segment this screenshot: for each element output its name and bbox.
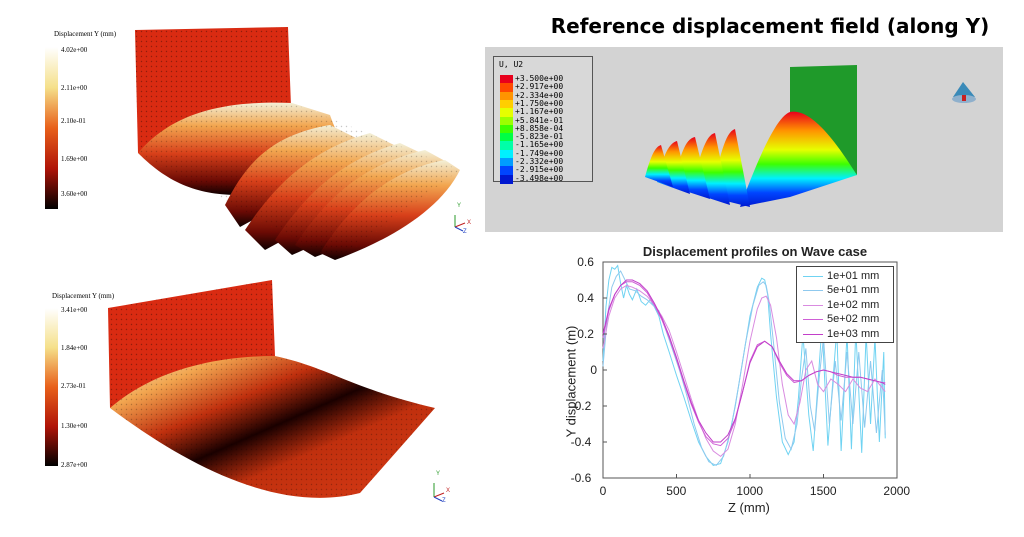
legend-label: 5e+01 mm	[827, 284, 880, 297]
abaqus-legend-value: +3.500e+00	[515, 74, 564, 83]
colorbar-tick: 2.73e-01	[61, 382, 86, 390]
legend-label: 1e+02 mm	[827, 298, 880, 311]
abaqus-wave-1	[740, 111, 857, 207]
x-tick-label: 1500	[809, 484, 837, 498]
colorbar-tick: 3.60e+00	[61, 190, 88, 198]
abaqus-legend-value: +2.334e+00	[515, 90, 564, 100]
y-tick-label: 0.4	[577, 291, 594, 305]
bottom-left-surface-plot	[45, 280, 445, 502]
top-left-3d-view: Displacement Y (mm) 4.02e+00 2.11e+00 2.…	[30, 15, 480, 261]
view-triad-widget[interactable]	[952, 82, 976, 103]
legend-entry: 5e+01 mm	[797, 283, 893, 297]
bottom-left-3d-view: Displacement Y (mm) 3.41e+00 1.84e+00 2.…	[30, 278, 480, 523]
legend-swatch	[803, 333, 823, 335]
abaqus-legend-value: -1.165e+00	[515, 140, 564, 150]
colorbar-tick: 2.87e+00	[61, 461, 88, 469]
chart-legend: 1e+01 mm 5e+01 mm 1e+02 mm 5e+02 mm 1e+03 mm	[796, 266, 894, 343]
abaqus-legend-swatch	[500, 133, 513, 143]
legend-swatch	[803, 290, 823, 292]
abaqus-legend-value: +1.750e+00	[515, 98, 564, 108]
abaqus-contour-plot	[645, 65, 976, 207]
triad-label-x: X	[467, 220, 472, 226]
series-line-2	[602, 284, 886, 458]
abaqus-legend-swatch	[500, 108, 513, 118]
abaqus-legend-value: -3.498e+00	[515, 173, 564, 183]
abaqus-legend-swatch	[500, 83, 513, 93]
colorbar-tick: 1.69e+00	[61, 155, 88, 163]
abaqus-legend-value: +1.167e+00	[515, 107, 564, 117]
legend-label: 5e+02 mm	[827, 313, 880, 326]
colorbar-title: Displacement Y (mm)	[54, 30, 117, 38]
x-axis-label: Z (mm)	[728, 500, 770, 515]
y-tick-label: -0.6	[570, 471, 592, 485]
abaqus-legend-title: U, U2	[499, 60, 524, 69]
colorbar-tick: 4.02e+00	[61, 46, 88, 54]
page-title: Reference displacement field (along Y)	[550, 14, 990, 38]
x-tick-label: 0	[599, 484, 607, 498]
axis-triad	[454, 215, 466, 232]
legend-entry: 5e+02 mm	[797, 312, 893, 326]
abaqus-legend-swatch	[500, 124, 513, 134]
colorbar-tick: 3.41e+00	[61, 306, 88, 314]
abaqus-ridge	[645, 145, 673, 187]
top-left-surface-plot	[45, 27, 466, 261]
legend-swatch	[803, 276, 823, 277]
abaqus-legend-value: -1.749e+00	[515, 148, 564, 158]
triad-label-z: Z	[442, 498, 446, 504]
colorbar-tick: 2.11e+00	[61, 84, 88, 92]
legend-swatch	[803, 304, 823, 306]
y-axis-label: Y displacement (m)	[563, 325, 579, 438]
x-tick-label: 2000	[883, 484, 911, 498]
triad-label-z: Z	[463, 229, 467, 235]
y-tick-label: -0.4	[570, 435, 592, 449]
colorbar	[45, 308, 58, 466]
abaqus-legend-value: -5.823e-01	[515, 132, 564, 142]
abaqus-legend-swatch	[500, 174, 513, 184]
abaqus-legend-value: +8.858e-04	[515, 123, 564, 133]
abaqus-legend-swatch	[500, 141, 513, 151]
legend-label: 1e+03 mm	[827, 327, 880, 340]
colorbar-title: Displacement Y (mm)	[52, 292, 115, 300]
abaqus-legend-swatch	[500, 116, 513, 126]
abaqus-legend-swatch	[500, 91, 513, 101]
chart-title: Displacement profiles on Wave case	[642, 244, 868, 259]
abaqus-legend-value: -2.915e+00	[515, 165, 564, 175]
abaqus-legend-value: +2.917e+00	[515, 82, 564, 92]
abaqus-legend-value: -2.332e+00	[515, 157, 564, 166]
legend-label: 1e+01 mm	[827, 270, 880, 282]
series-line-1	[602, 270, 886, 467]
axis-triad	[433, 483, 445, 502]
colorbar	[45, 47, 58, 209]
series-line-4	[602, 279, 886, 443]
y-tick-label: 0.2	[577, 327, 594, 341]
colorbar-tick: 1.30e+00	[61, 422, 88, 430]
y-tick-label: 0.6	[577, 255, 594, 269]
triad-label-y: Y	[436, 471, 441, 477]
legend-swatch	[803, 319, 823, 321]
legend-entry: 1e+03 mm	[797, 327, 893, 341]
colorbar-tick: 1.84e+00	[61, 344, 88, 352]
legend-entry: 1e+02 mm	[797, 298, 893, 312]
abaqus-legend-value: +5.841e-01	[515, 115, 564, 125]
legend-entry: 1e+01 mm	[797, 269, 893, 283]
abaqus-legend-swatch	[500, 75, 513, 84]
triad-label-y: Y	[457, 203, 462, 209]
abaqus-legend-swatch	[500, 99, 513, 109]
abaqus-legend-swatch	[500, 166, 513, 176]
y-tick-label: 0	[590, 363, 598, 377]
triad-label-x: X	[446, 488, 451, 494]
series-line-0	[602, 264, 886, 466]
abaqus-legend-swatch	[500, 158, 513, 167]
x-tick-label: 500	[666, 484, 687, 498]
y-tick-label: -0.2	[570, 399, 592, 413]
colorbar-tick: 2.10e-01	[61, 117, 86, 125]
x-tick-label: 1000	[736, 484, 764, 498]
abaqus-legend-swatch	[500, 149, 513, 159]
